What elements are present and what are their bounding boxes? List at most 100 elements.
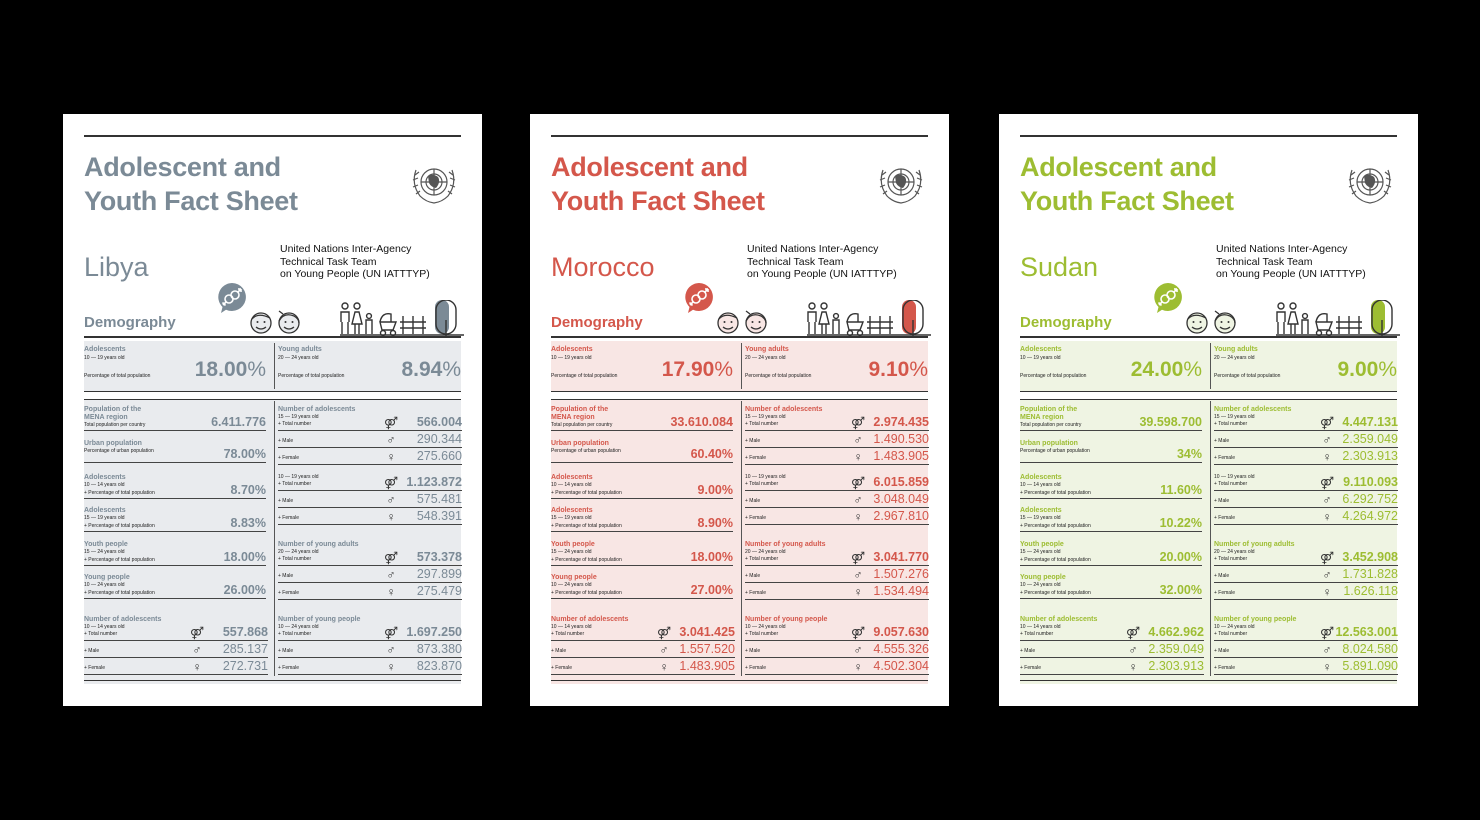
row-value: 6.292.752 xyxy=(1342,492,1398,506)
female-row: + Female ♀ 2.967.810 xyxy=(745,509,929,525)
row-label: + Male xyxy=(278,438,294,444)
row-label: + Male xyxy=(1214,648,1230,654)
row-label: + Total number xyxy=(745,481,779,487)
row-rule xyxy=(551,598,733,599)
total-row: + Total number ⚤ 3.041.425 xyxy=(551,625,735,641)
total-row: + Total number ⚤ 9.057.630 xyxy=(745,625,929,641)
stat-title: Youth people xyxy=(1020,541,1064,549)
summary-divider xyxy=(1210,343,1211,389)
male-row: + Male ♂ 2.359.049 xyxy=(1020,642,1204,658)
female-symbol-icon: ♀ xyxy=(192,660,202,674)
age-range: 15 — 19 years old xyxy=(551,515,592,521)
row-rule xyxy=(1214,507,1398,508)
summary-band-rule xyxy=(551,391,928,392)
stat-title-line: MENA region xyxy=(84,414,128,421)
row-rule xyxy=(278,565,462,566)
row-label: + Male xyxy=(745,573,761,579)
row-label: + Total number xyxy=(278,631,312,637)
row-rule xyxy=(551,498,733,499)
row-rule xyxy=(551,657,735,658)
stat-value: 18.00% xyxy=(690,550,733,564)
row-value: 3.452.908 xyxy=(1342,550,1398,564)
row-rule xyxy=(84,640,268,641)
details-bottom-rule xyxy=(1020,680,1397,681)
row-rule xyxy=(745,582,929,583)
age-range: 10 — 14 years old xyxy=(84,482,125,488)
row-label: + Female xyxy=(1214,455,1235,461)
section-heading-demography: Demography xyxy=(551,314,643,331)
stat-title: Young adults xyxy=(1214,346,1258,353)
stat-title-line: Adolescents xyxy=(1020,507,1062,514)
row-label: + Total number xyxy=(745,556,779,562)
female-symbol-icon: ♀ xyxy=(386,660,396,674)
stat-number: 8.94 xyxy=(401,358,443,381)
age-range: 10 — 14 years old xyxy=(551,624,592,630)
stat-label: Adolescents 10 — 14 years old + Percentage… xyxy=(1020,474,1208,500)
row-label: + Female xyxy=(1020,665,1041,671)
row-value: 2.359.049 xyxy=(1342,432,1398,446)
both-genders-icon: ⚤ xyxy=(1319,416,1335,430)
title-line-1: Adolescent and xyxy=(1020,152,1217,182)
country-name: Libya xyxy=(84,252,149,282)
stat-title: Young people xyxy=(84,574,130,582)
age-range: 20 — 24 years old xyxy=(1214,355,1255,361)
age-range: 10 — 24 years old xyxy=(84,582,125,588)
both-genders-icon: ⚤ xyxy=(656,626,672,640)
row-rule xyxy=(278,430,462,431)
both-genders-icon: ⚤ xyxy=(383,626,399,640)
male-symbol-icon: ♂ xyxy=(192,643,202,657)
summary-band xyxy=(1020,341,1397,391)
stat-title: Adolescents xyxy=(1020,346,1062,353)
row-rule xyxy=(745,524,929,525)
male-symbol-icon: ♂ xyxy=(853,433,863,447)
stat-number: 24.00 xyxy=(1130,358,1184,381)
row-value: 275.660 xyxy=(416,449,462,463)
female-row: + Female ♀ 823.870 xyxy=(278,659,462,675)
male-row: + Male ♂ 6.292.752 xyxy=(1214,492,1398,508)
stat-title: Urban population xyxy=(551,440,609,448)
un-emblem-icon xyxy=(879,168,923,204)
total-row: + Total number ⚤ 1.123.872 xyxy=(278,475,462,491)
stat-title-line: Youth people xyxy=(1020,541,1064,548)
stat-number: 9.00 xyxy=(1337,358,1379,381)
stat-label: Adolescents 10 — 14 years old + Percentage… xyxy=(551,474,739,500)
stat-note: + Percentage of total population xyxy=(1020,490,1091,496)
stat-title-line: Young people xyxy=(84,574,130,581)
row-value: 4.447.131 xyxy=(1342,415,1398,429)
stat-title: Population of the MENA region xyxy=(551,406,608,422)
un-emblem-icon xyxy=(1348,168,1392,204)
top-rule xyxy=(1020,135,1397,137)
row-rule xyxy=(84,565,266,566)
age-range: 20 — 24 years old xyxy=(278,355,319,361)
male-symbol-icon: ♂ xyxy=(386,493,396,507)
stat-note: + Percentage of total population xyxy=(1020,523,1091,529)
details-divider xyxy=(1210,401,1211,676)
stat-note: Percentage of total population xyxy=(84,373,151,379)
stat-note: + Percentage of total population xyxy=(84,523,155,529)
row-label: + Male xyxy=(278,498,294,504)
stat-title-line: Adolescents xyxy=(84,507,126,514)
both-genders-icon: ⚤ xyxy=(850,626,866,640)
female-row: + Female ♀ 275.479 xyxy=(278,584,462,600)
group-title: Number of adolescents xyxy=(551,616,629,623)
age-range: 20 — 24 years old xyxy=(278,549,319,555)
row-value: 823.870 xyxy=(416,659,462,673)
row-rule xyxy=(1214,674,1398,675)
female-row: + Female ♀ 272.731 xyxy=(84,659,268,675)
row-rule xyxy=(1214,447,1398,448)
un-emblem-icon xyxy=(412,168,456,204)
row-rule xyxy=(278,524,462,525)
fact-sheet-libya: Adolescent and Youth Fact Sheet Libya Un… xyxy=(63,114,482,706)
stat-title: Population of the MENA region xyxy=(1020,406,1077,422)
title-line-1: Adolescent and xyxy=(84,152,281,182)
male-symbol-icon: ♂ xyxy=(853,568,863,582)
row-value: 2.974.435 xyxy=(873,415,929,429)
stat-title-line: Young people xyxy=(551,574,597,581)
stat-label: Adolescents 10 — 14 years old + Percentage… xyxy=(84,474,272,500)
details-bottom-rule xyxy=(84,680,461,681)
row-label: + Male xyxy=(551,648,567,654)
row-label: + Male xyxy=(278,648,294,654)
stat-value: 8.94% xyxy=(401,358,461,382)
row-value: 1.483.905 xyxy=(679,659,735,673)
